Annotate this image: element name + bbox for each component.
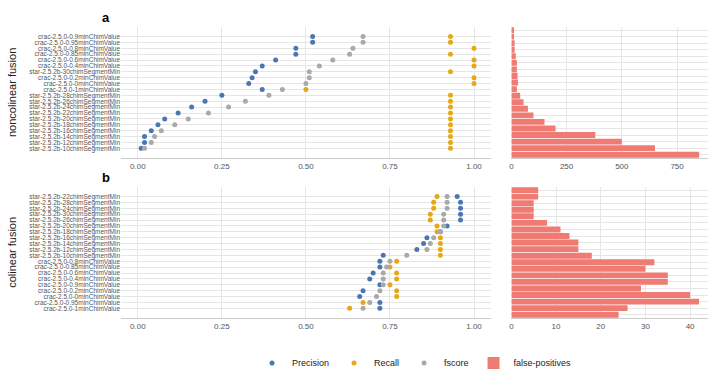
svg-text:0.50: 0.50 xyxy=(298,162,314,171)
svg-text:noncolinear fusion: noncolinear fusion xyxy=(6,48,18,137)
svg-text:star-2.5.2b-24chimSegmentMin: star-2.5.2b-24chimSegmentMin xyxy=(29,205,120,213)
svg-text:crac-2.5.0-0.2minChimValue: crac-2.5.0-0.2minChimValue xyxy=(38,74,120,81)
svg-text:0.75: 0.75 xyxy=(382,162,398,171)
svg-text:star-2.5.2b-18chimSegmentMin: star-2.5.2b-18chimSegmentMin xyxy=(29,228,120,236)
svg-text:crac-2.5.0-1minChimValue: crac-2.5.0-1minChimValue xyxy=(44,305,121,312)
svg-text:0.25: 0.25 xyxy=(214,322,230,331)
svg-text:20: 20 xyxy=(596,322,605,331)
svg-text:crac-2.5.0-0minChimValue: crac-2.5.0-0minChimValue xyxy=(44,293,121,300)
svg-text:40: 40 xyxy=(686,322,695,331)
svg-text:0.25: 0.25 xyxy=(214,162,230,171)
svg-text:0.75: 0.75 xyxy=(382,322,398,331)
svg-text:star-2.5.2b-20chimSegmentMin: star-2.5.2b-20chimSegmentMin xyxy=(29,115,120,123)
svg-text:star-2.5.2b-18chimSegmentMin: star-2.5.2b-18chimSegmentMin xyxy=(29,121,120,129)
svg-text:crac-2.5.0-0.8minChimValue: crac-2.5.0-0.8minChimValue xyxy=(38,258,120,265)
svg-text:star-2.5.2b-20chimSegmentMin: star-2.5.2b-20chimSegmentMin xyxy=(29,222,120,230)
svg-text:star-2.5.2b-28chimSegmentMin: star-2.5.2b-28chimSegmentMin xyxy=(29,92,120,100)
svg-text:0.00: 0.00 xyxy=(130,162,146,171)
svg-text:star-2.5.2b-26chimSegmentMin: star-2.5.2b-26chimSegmentMin xyxy=(29,216,120,224)
svg-text:star-2.5.2b-24chimSegmentMin: star-2.5.2b-24chimSegmentMin xyxy=(29,103,120,111)
svg-text:fscore: fscore xyxy=(444,358,469,368)
svg-text:250: 250 xyxy=(560,162,574,171)
svg-text:star-2.5.2b-10chimSegmentMin: star-2.5.2b-10chimSegmentMin xyxy=(29,252,120,260)
svg-text:crac-2.5.0-0.6minChimValue: crac-2.5.0-0.6minChimValue xyxy=(38,56,120,63)
svg-text:star-2.5.2b-26chimSegmentMin: star-2.5.2b-26chimSegmentMin xyxy=(29,98,120,106)
svg-text:star-2.5.2b-30chimSegmentMin: star-2.5.2b-30chimSegmentMin xyxy=(29,68,120,76)
svg-text:star-2.5.2b-28chimSegmentMin: star-2.5.2b-28chimSegmentMin xyxy=(29,199,120,207)
svg-text:star-2.5.2b-16chimSegmentMin: star-2.5.2b-16chimSegmentMin xyxy=(29,234,120,242)
svg-text:star-2.5.2b-30chimSegmentMin: star-2.5.2b-30chimSegmentMin xyxy=(29,210,120,218)
svg-text:false-positives: false-positives xyxy=(514,358,572,368)
svg-text:colinear fusion: colinear fusion xyxy=(6,217,18,288)
svg-text:star-2.5.2b-16chimSegmentMin: star-2.5.2b-16chimSegmentMin xyxy=(29,127,120,135)
svg-text:b: b xyxy=(102,170,110,185)
svg-text:crac-2.5.0-0.95minChimValue: crac-2.5.0-0.95minChimValue xyxy=(35,299,121,306)
svg-text:crac-2.5.0-0.4minChimValue: crac-2.5.0-0.4minChimValue xyxy=(38,275,120,282)
svg-text:crac-2.5.0-0.9minChimValue: crac-2.5.0-0.9minChimValue xyxy=(38,33,120,40)
svg-text:1.00: 1.00 xyxy=(466,322,482,331)
svg-text:Precision: Precision xyxy=(292,358,329,368)
svg-text:crac-2.5.0-0.9minChimValue: crac-2.5.0-0.9minChimValue xyxy=(38,281,120,288)
svg-text:crac-2.5.0-0.85minChimValue: crac-2.5.0-0.85minChimValue xyxy=(35,263,121,270)
svg-text:crac-2.5.0-1minChimValue: crac-2.5.0-1minChimValue xyxy=(44,86,121,93)
svg-text:0.50: 0.50 xyxy=(298,322,314,331)
svg-text:crac-2.5.0-0.6minChimValue: crac-2.5.0-0.6minChimValue xyxy=(38,269,120,276)
svg-text:star-2.5.2b-22chimSegmentMin: star-2.5.2b-22chimSegmentMin xyxy=(29,109,120,117)
svg-text:0.00: 0.00 xyxy=(130,322,146,331)
svg-text:crac-2.5.0-0.2minChimValue: crac-2.5.0-0.2minChimValue xyxy=(38,287,120,294)
svg-text:crac-2.5.0-0.95minChimValue: crac-2.5.0-0.95minChimValue xyxy=(35,39,121,46)
svg-text:10: 10 xyxy=(552,322,561,331)
svg-text:a: a xyxy=(102,10,110,25)
svg-text:crac-2.5.0-0.4minChimValue: crac-2.5.0-0.4minChimValue xyxy=(38,62,120,69)
svg-text:star-2.5.2b-14chimSegmentMin: star-2.5.2b-14chimSegmentMin xyxy=(29,133,120,141)
svg-text:star-2.5.2b-10chimSegmentMin: star-2.5.2b-10chimSegmentMin xyxy=(29,145,120,153)
svg-text:star-2.5.2b-12chimSegmentMin: star-2.5.2b-12chimSegmentMin xyxy=(29,139,120,147)
svg-text:star-2.5.2b-12chimSegmentMin: star-2.5.2b-12chimSegmentMin xyxy=(29,246,120,254)
svg-text:crac-2.5.0-0minChimValue: crac-2.5.0-0minChimValue xyxy=(44,80,121,87)
svg-text:crac-2.5.0-0.8minChimValue: crac-2.5.0-0.8minChimValue xyxy=(38,45,120,52)
svg-text:750: 750 xyxy=(670,162,684,171)
svg-text:Recall: Recall xyxy=(374,358,399,368)
svg-text:star-2.5.2b-14chimSegmentMin: star-2.5.2b-14chimSegmentMin xyxy=(29,240,120,248)
svg-text:crac-2.5.0-0.85minChimValue: crac-2.5.0-0.85minChimValue xyxy=(35,50,121,57)
svg-text:0: 0 xyxy=(509,322,514,331)
svg-text:30: 30 xyxy=(641,322,650,331)
svg-text:500: 500 xyxy=(615,162,629,171)
svg-text:star-2.5.2b-22chimSegmentMin: star-2.5.2b-22chimSegmentMin xyxy=(29,193,120,201)
svg-text:1.00: 1.00 xyxy=(466,162,482,171)
svg-text:0: 0 xyxy=(509,162,514,171)
